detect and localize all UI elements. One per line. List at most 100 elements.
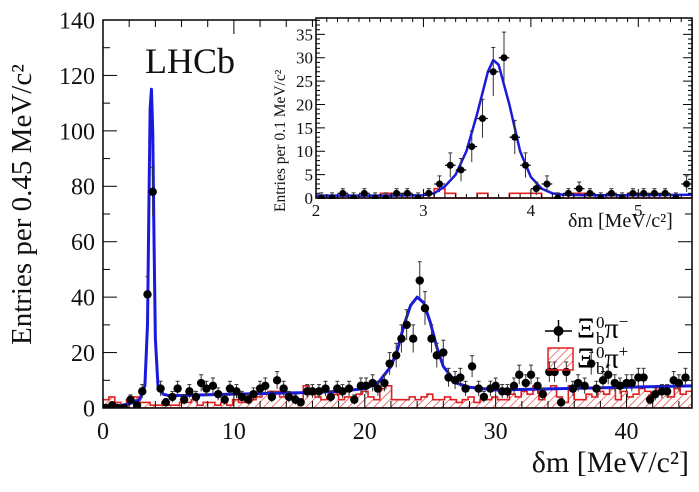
x-tick-label: 10	[222, 419, 246, 445]
y-tick-label: 35	[296, 25, 313, 44]
data-marker	[503, 387, 512, 396]
y-tick-label: 15	[296, 119, 313, 138]
data-point	[491, 377, 500, 394]
data-point	[350, 394, 359, 405]
legend-entry-xib-pi-minus: Ξ 0 b π−	[577, 312, 628, 347]
data-point	[261, 377, 270, 394]
data-point	[361, 377, 371, 394]
data-marker	[629, 189, 637, 197]
data-marker	[627, 378, 636, 388]
data-point	[584, 188, 596, 198]
data-point	[509, 377, 519, 394]
data-marker	[126, 395, 135, 404]
data-marker	[267, 392, 277, 402]
data-marker	[232, 387, 241, 396]
data-marker	[674, 378, 684, 388]
data-point	[662, 384, 672, 399]
data-point	[487, 46, 499, 97]
data-point	[415, 261, 424, 300]
y-tick-label: 10	[296, 142, 313, 161]
data-marker	[272, 376, 282, 385]
data-marker	[402, 320, 411, 330]
data-marker	[587, 359, 596, 368]
x-tick-label: 3	[419, 201, 428, 220]
data-marker	[409, 334, 418, 343]
data-marker	[338, 387, 347, 396]
data-marker	[683, 180, 691, 188]
data-point	[126, 394, 135, 405]
data-marker	[385, 359, 394, 368]
data-marker	[196, 378, 206, 388]
data-point	[580, 377, 589, 394]
data-point	[520, 152, 531, 178]
data-marker	[119, 403, 129, 408]
main-y-axis-label: Entries per 0.45 MeV/c²	[6, 64, 38, 345]
data-point	[592, 380, 601, 396]
data-point	[173, 380, 182, 396]
data-point	[338, 384, 347, 399]
data-point	[308, 384, 317, 399]
data-marker	[148, 187, 157, 197]
legend-charge: −	[618, 312, 629, 331]
x-tick-label: 40	[615, 419, 639, 445]
data-point	[639, 367, 648, 387]
legend-charge: +	[618, 342, 629, 361]
data-marker	[308, 387, 317, 396]
data-marker	[468, 143, 476, 151]
data-marker	[467, 362, 477, 371]
data-marker	[249, 389, 258, 399]
legend-marker-hatched-box	[547, 347, 574, 371]
data-point	[681, 367, 690, 387]
data-marker	[446, 161, 454, 169]
y-tick-label: 140	[59, 8, 95, 34]
y-tick-label: 120	[59, 64, 95, 90]
data-marker	[615, 381, 625, 391]
data-point	[132, 401, 142, 408]
legend-symbol: Ξ	[577, 313, 596, 345]
data-marker	[538, 389, 547, 399]
data-point	[538, 387, 547, 401]
data-marker	[168, 392, 177, 402]
data-point	[337, 188, 349, 198]
data-point	[359, 188, 370, 198]
data-marker	[564, 189, 572, 197]
data-point	[284, 390, 294, 403]
data-point	[191, 390, 201, 403]
y-tick-label: 40	[71, 286, 95, 312]
data-marker	[509, 381, 519, 391]
data-point	[156, 380, 165, 396]
data-marker	[179, 395, 189, 404]
fit-curve	[103, 87, 692, 408]
data-point	[533, 377, 542, 394]
data-marker	[436, 180, 444, 188]
x-tick-label: 4	[527, 201, 536, 220]
data-marker	[393, 189, 401, 197]
data-point	[467, 355, 477, 378]
data-point	[409, 324, 418, 353]
data-marker	[220, 395, 229, 404]
data-point	[541, 175, 553, 193]
y-tick-label: 60	[71, 230, 95, 256]
y-tick-label: 25	[296, 72, 313, 91]
data-marker	[138, 387, 147, 396]
data-marker	[361, 381, 371, 391]
inset-y-axis-label: Entries per 0.1 MeV/c²	[272, 69, 289, 212]
data-point	[659, 188, 671, 198]
y-tick-label: 20	[296, 95, 313, 114]
data-point	[479, 390, 489, 403]
data-marker	[457, 166, 465, 174]
data-marker	[479, 115, 487, 123]
data-marker	[592, 384, 601, 393]
data-marker	[474, 384, 483, 393]
plot-area	[103, 87, 692, 408]
data-marker	[321, 384, 330, 393]
data-point	[279, 380, 288, 396]
data-point	[604, 364, 613, 385]
data-marker	[432, 351, 441, 360]
data-marker	[681, 373, 690, 382]
legend-sup: 0	[596, 312, 605, 332]
data-point	[232, 384, 241, 399]
data-point	[627, 374, 636, 392]
data-point	[474, 380, 483, 396]
